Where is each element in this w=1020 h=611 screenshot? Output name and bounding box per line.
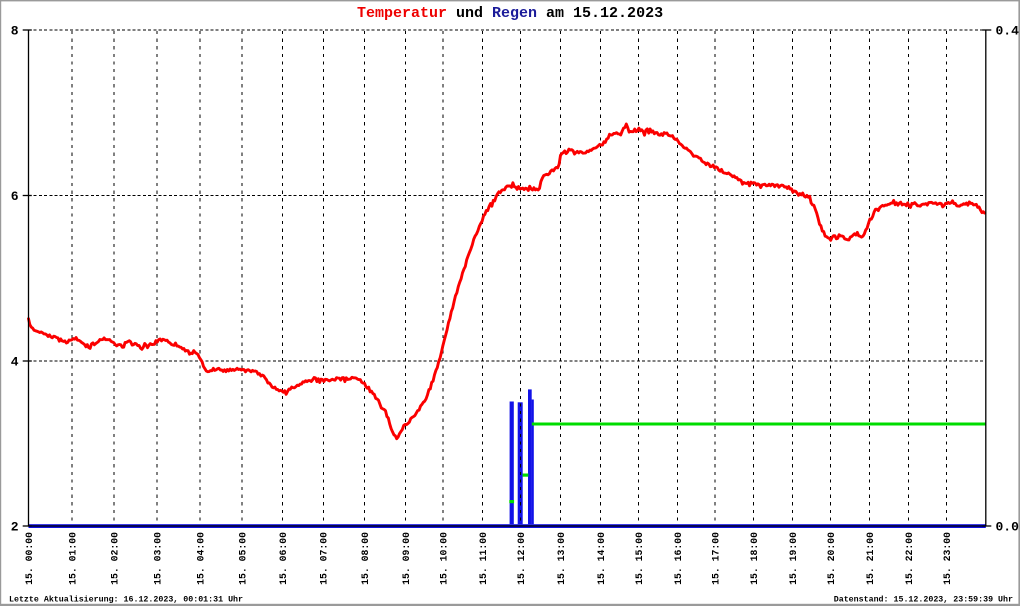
svg-text:15. 15:00: 15. 15:00 [634, 532, 645, 585]
svg-text:6: 6 [11, 189, 19, 204]
svg-text:15. 13:00: 15. 13:00 [556, 532, 567, 585]
svg-text:15. 07:00: 15. 07:00 [319, 532, 330, 585]
svg-text:0.0: 0.0 [996, 520, 1020, 535]
svg-text:15. 16:00: 15. 16:00 [673, 532, 684, 585]
svg-text:4: 4 [11, 355, 19, 370]
svg-text:Letzte Aktualisierung: 16.12.2: Letzte Aktualisierung: 16.12.2023, 00:01… [9, 595, 243, 605]
svg-text:15. 23:00: 15. 23:00 [942, 532, 953, 585]
svg-text:15. 05:00: 15. 05:00 [238, 532, 249, 585]
svg-text:Temperatur und Regen am 15.12.: Temperatur und Regen am 15.12.2023 [357, 5, 663, 22]
svg-text:15. 20:00: 15. 20:00 [826, 532, 837, 585]
svg-text:8: 8 [11, 24, 19, 39]
svg-text:0.4: 0.4 [996, 24, 1020, 39]
svg-text:15. 09:00: 15. 09:00 [401, 532, 412, 585]
svg-text:15. 21:00: 15. 21:00 [865, 532, 876, 585]
svg-text:2: 2 [11, 520, 19, 535]
svg-text:15. 11:00: 15. 11:00 [478, 532, 489, 585]
svg-text:15. 06:00: 15. 06:00 [278, 532, 289, 585]
svg-text:15. 18:00: 15. 18:00 [749, 532, 760, 585]
svg-text:15. 22:00: 15. 22:00 [904, 532, 915, 585]
svg-text:15. 10:00: 15. 10:00 [438, 532, 449, 585]
svg-text:15. 19:00: 15. 19:00 [788, 532, 799, 585]
svg-text:15. 14:00: 15. 14:00 [596, 532, 607, 585]
svg-text:15. 12:00: 15. 12:00 [516, 532, 527, 585]
svg-text:15. 02:00: 15. 02:00 [110, 532, 121, 585]
svg-text:15. 04:00: 15. 04:00 [195, 532, 206, 585]
svg-text:15. 08:00: 15. 08:00 [360, 532, 371, 585]
svg-text:15. 01:00: 15. 01:00 [68, 532, 79, 585]
svg-text:15. 00:00: 15. 00:00 [24, 532, 35, 585]
svg-text:Datenstand: 15.12.2023, 23:59:: Datenstand: 15.12.2023, 23:59:39 Uhr [834, 595, 1013, 605]
svg-text:15. 17:00: 15. 17:00 [710, 532, 721, 585]
svg-text:15. 03:00: 15. 03:00 [152, 532, 163, 585]
